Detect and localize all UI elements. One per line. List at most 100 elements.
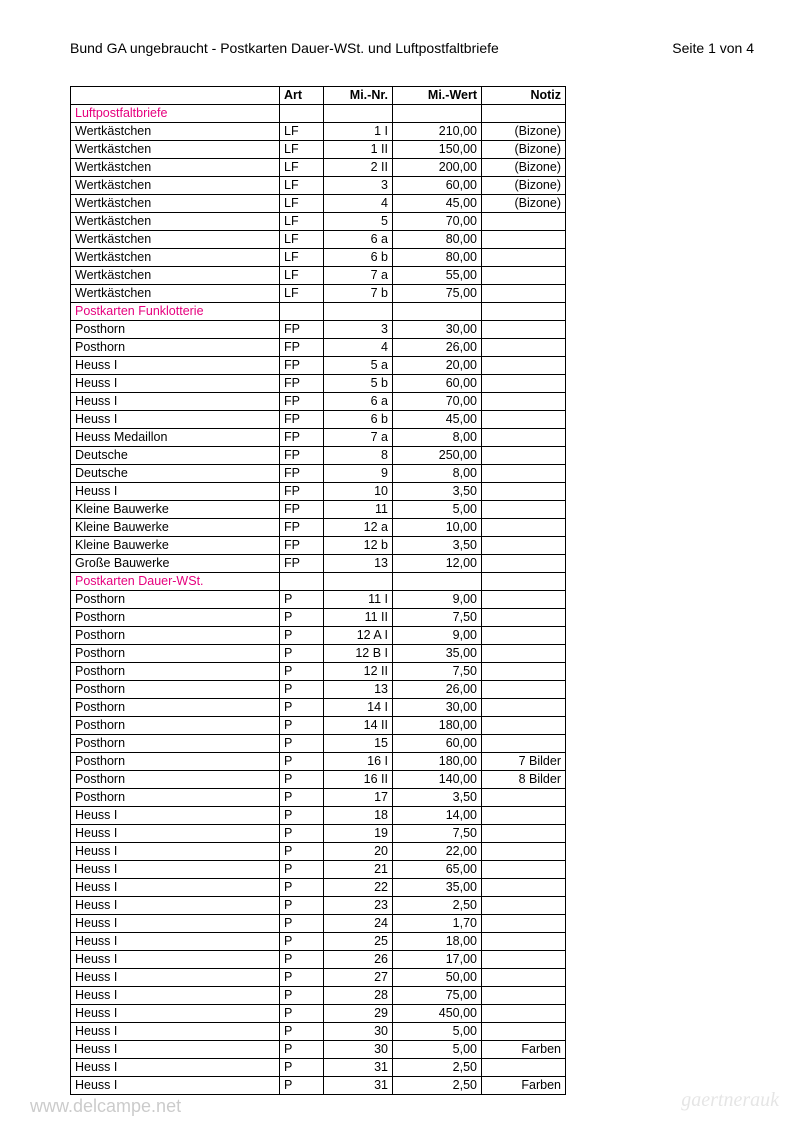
cell-name: Posthorn (71, 591, 280, 609)
cell-notiz (482, 321, 566, 339)
cell-notiz (482, 969, 566, 987)
cell-art: P (280, 1041, 324, 1059)
cell-notiz: Farben (482, 1041, 566, 1059)
cell-minr: 6 b (324, 411, 393, 429)
cell-art: LF (280, 141, 324, 159)
cell-art: P (280, 807, 324, 825)
cell-empty (482, 303, 566, 321)
cell-miwert: 3,50 (393, 537, 482, 555)
cell-art: FP (280, 519, 324, 537)
cell-miwert: 2,50 (393, 897, 482, 915)
cell-miwert: 22,00 (393, 843, 482, 861)
cell-miwert: 8,00 (393, 465, 482, 483)
cell-minr: 4 (324, 339, 393, 357)
cell-miwert: 60,00 (393, 177, 482, 195)
cell-name: Wertkästchen (71, 123, 280, 141)
watermark-right: gaertnerauk (681, 1089, 779, 1112)
table-row: Posthorn P 12 A I 9,00 (71, 627, 566, 645)
cell-name: Heuss I (71, 1041, 280, 1059)
cell-name: Posthorn (71, 645, 280, 663)
cell-name: Wertkästchen (71, 249, 280, 267)
cell-art: P (280, 771, 324, 789)
table-row: Heuss I P 30 5,00 (71, 1023, 566, 1041)
cell-minr: 17 (324, 789, 393, 807)
table-row: Heuss I P 22 35,00 (71, 879, 566, 897)
cell-art: LF (280, 195, 324, 213)
cell-name: Heuss I (71, 1005, 280, 1023)
cell-name: Wertkästchen (71, 195, 280, 213)
table-row: Posthorn P 12 B I 35,00 (71, 645, 566, 663)
cell-empty (482, 573, 566, 591)
cell-minr: 30 (324, 1041, 393, 1059)
cell-art: FP (280, 483, 324, 501)
cell-miwert: 8,00 (393, 429, 482, 447)
table-row: Heuss I P 31 2,50 Farben (71, 1077, 566, 1095)
cell-notiz (482, 537, 566, 555)
cell-minr: 10 (324, 483, 393, 501)
cell-minr: 25 (324, 933, 393, 951)
cell-art: P (280, 681, 324, 699)
cell-notiz (482, 1005, 566, 1023)
cell-name: Posthorn (71, 789, 280, 807)
cell-minr: 6 a (324, 231, 393, 249)
cell-minr: 3 (324, 177, 393, 195)
cell-name: Heuss I (71, 483, 280, 501)
cell-notiz (482, 267, 566, 285)
cell-minr: 26 (324, 951, 393, 969)
cell-minr: 12 A I (324, 627, 393, 645)
section-header-row: Luftpostfaltbriefe (71, 105, 566, 123)
cell-miwert: 30,00 (393, 321, 482, 339)
table-row: Heuss Medaillon FP 7 a 8,00 (71, 429, 566, 447)
cell-name: Heuss I (71, 879, 280, 897)
cell-name: Posthorn (71, 717, 280, 735)
cell-art: P (280, 735, 324, 753)
table-row: Heuss I P 29 450,00 (71, 1005, 566, 1023)
cell-name: Heuss I (71, 987, 280, 1005)
cell-art: P (280, 951, 324, 969)
cell-empty (393, 105, 482, 123)
table-row: Posthorn P 16 I 180,00 7 Bilder (71, 753, 566, 771)
table-row: Wertkästchen LF 3 60,00 (Bizone) (71, 177, 566, 195)
cell-miwert: 80,00 (393, 249, 482, 267)
cell-notiz (482, 645, 566, 663)
cell-name: Heuss I (71, 933, 280, 951)
cell-empty (280, 573, 324, 591)
cell-miwert: 12,00 (393, 555, 482, 573)
cell-art: P (280, 843, 324, 861)
cell-name: Deutsche (71, 465, 280, 483)
table-row: Wertkästchen LF 4 45,00 (Bizone) (71, 195, 566, 213)
cell-notiz (482, 879, 566, 897)
cell-notiz (482, 483, 566, 501)
table-row: Heuss I P 23 2,50 (71, 897, 566, 915)
cell-miwert: 70,00 (393, 213, 482, 231)
cell-art: P (280, 879, 324, 897)
cell-notiz (482, 213, 566, 231)
cell-notiz (482, 429, 566, 447)
cell-name: Heuss I (71, 393, 280, 411)
cell-empty (324, 303, 393, 321)
cell-minr: 12 II (324, 663, 393, 681)
table-row: Wertkästchen LF 2 II 200,00 (Bizone) (71, 159, 566, 177)
cell-name: Heuss I (71, 1059, 280, 1077)
cell-minr: 7 b (324, 285, 393, 303)
cell-art: FP (280, 555, 324, 573)
cell-notiz (482, 1023, 566, 1041)
cell-minr: 21 (324, 861, 393, 879)
table-row: Wertkästchen LF 7 a 55,00 (71, 267, 566, 285)
cell-name: Heuss I (71, 825, 280, 843)
cell-notiz (482, 843, 566, 861)
cell-minr: 15 (324, 735, 393, 753)
cell-notiz: (Bizone) (482, 159, 566, 177)
cell-name: Heuss I (71, 951, 280, 969)
cell-art: FP (280, 375, 324, 393)
cell-empty (393, 573, 482, 591)
cell-art: LF (280, 285, 324, 303)
table-row: Heuss I P 18 14,00 (71, 807, 566, 825)
cell-minr: 19 (324, 825, 393, 843)
cell-empty (482, 105, 566, 123)
cell-minr: 8 (324, 447, 393, 465)
section-header-row: Postkarten Dauer-WSt. (71, 573, 566, 591)
cell-notiz (482, 375, 566, 393)
cell-name: Wertkästchen (71, 141, 280, 159)
cell-notiz (482, 285, 566, 303)
